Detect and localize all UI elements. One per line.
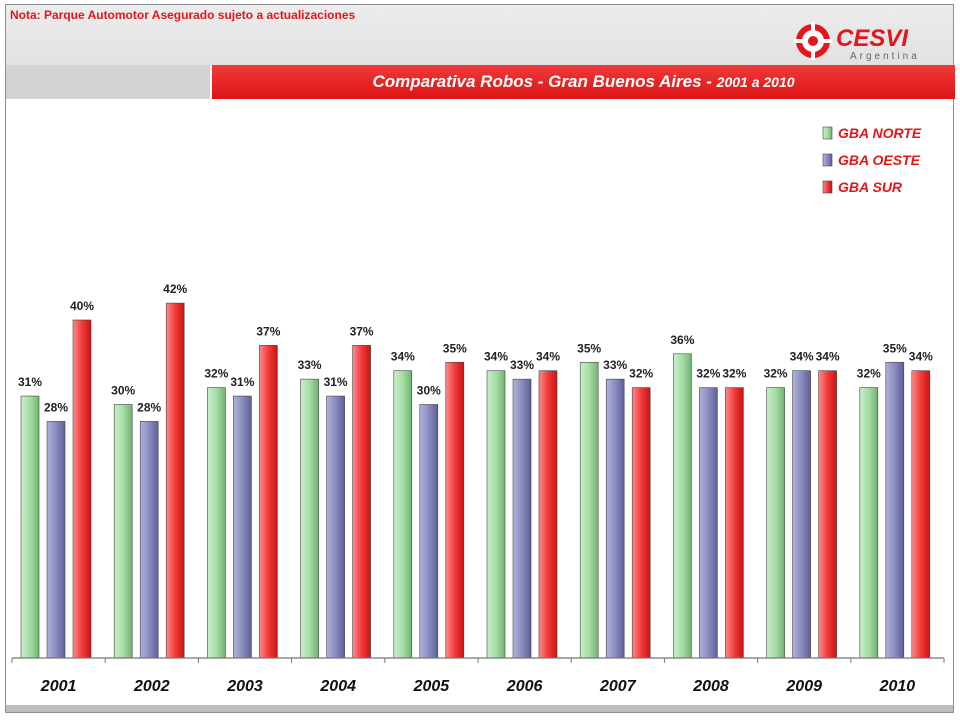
bar-norte-2010 — [859, 387, 879, 659]
bar-oeste-2002 — [139, 421, 159, 659]
slide-frame: Nota: Parque Automotor Asegurado sujeto … — [5, 4, 955, 713]
bar-oeste-2004 — [326, 395, 345, 659]
value-label-oeste-2010: 35% — [883, 341, 907, 355]
bar-norte-2002 — [113, 404, 133, 659]
value-label-sur-2001: 40% — [70, 299, 94, 313]
value-label-oeste-2009: 34% — [790, 350, 814, 364]
x-tick-label-2002: 2002 — [133, 678, 170, 695]
x-tick-label-2010: 2010 — [879, 678, 916, 695]
bar-norte-2006 — [486, 370, 506, 659]
value-label-oeste-2007: 33% — [603, 358, 627, 372]
bar-sur-2005 — [445, 361, 465, 659]
value-label-oeste-2003: 31% — [230, 375, 254, 389]
value-label-oeste-2001: 28% — [44, 400, 68, 414]
logo-emblem-icon — [794, 22, 832, 60]
value-label-sur-2003: 37% — [256, 324, 280, 338]
title-gray-band — [6, 65, 210, 99]
legend-label-norte: GBA NORTE — [838, 125, 922, 141]
value-label-norte-2008: 36% — [670, 333, 694, 347]
value-label-norte-2006: 34% — [484, 350, 508, 364]
bar-norte-2003 — [207, 387, 226, 659]
value-label-oeste-2002: 28% — [137, 400, 161, 414]
bars-group — [20, 302, 931, 659]
bar-norte-2007 — [579, 361, 599, 659]
value-label-norte-2004: 33% — [298, 358, 322, 372]
value-label-sur-2004: 37% — [350, 324, 374, 338]
title-bar: Comparativa Robos - Gran Buenos Aires - … — [212, 65, 955, 99]
x-tick-label-2009: 2009 — [785, 678, 822, 695]
bar-oeste-2005 — [419, 404, 439, 659]
logo-sub: Argentina — [850, 51, 920, 62]
x-tick-label-2008: 2008 — [692, 678, 729, 695]
bar-sur-2001 — [72, 319, 92, 659]
x-tick-label-2001: 2001 — [40, 678, 77, 695]
bar-oeste-2006 — [512, 378, 532, 659]
header-band: Nota: Parque Automotor Asegurado sujeto … — [6, 5, 953, 65]
x-axis: 2001 2002 2003 2004 2005 2006 2007 2008 2009 2010 — [11, 657, 945, 695]
value-label-oeste-2006: 33% — [510, 358, 534, 372]
value-label-sur-2008: 32% — [722, 367, 746, 381]
note-text: Nota: Parque Automotor Asegurado sujeto … — [10, 8, 356, 22]
x-tick-label-2005: 2005 — [413, 678, 451, 695]
bar-sur-2002 — [165, 302, 185, 659]
value-label-norte-2002: 30% — [111, 384, 135, 398]
x-tick-label-2003: 2003 — [226, 678, 263, 695]
value-label-norte-2010: 32% — [857, 367, 881, 381]
bar-sur-2007 — [631, 387, 651, 659]
bar-oeste-2008 — [699, 387, 718, 659]
bar-sur-2008 — [725, 387, 744, 659]
bar-oeste-2010 — [885, 361, 905, 659]
bar-norte-2004 — [300, 378, 319, 659]
x-tick-label-2004: 2004 — [319, 678, 356, 695]
legend-swatch-oeste — [822, 153, 833, 167]
value-label-norte-2003: 32% — [204, 367, 228, 381]
bar-sur-2004 — [352, 345, 371, 659]
value-label-oeste-2005: 30% — [417, 384, 441, 398]
x-tick-label-2007: 2007 — [599, 678, 637, 695]
value-label-sur-2006: 34% — [536, 350, 560, 364]
value-label-oeste-2008: 32% — [696, 367, 720, 381]
bar-sur-2010 — [911, 370, 931, 659]
chart-title-sub: 2001 a 2010 — [716, 74, 795, 90]
value-labels-group: 31%28%40%30%28%42%32%31%37%33%31%37%34%3… — [18, 282, 933, 414]
bar-norte-2009 — [766, 387, 785, 659]
value-label-sur-2007: 32% — [629, 367, 653, 381]
chart-title: Comparativa Robos - Gran Buenos Aires - … — [212, 65, 955, 99]
bar-norte-2005 — [393, 370, 413, 659]
bar-oeste-2001 — [46, 421, 66, 659]
chart-title-main: Comparativa Robos - Gran Buenos Aires - — [372, 72, 712, 91]
bar-norte-2008 — [673, 353, 692, 659]
value-label-norte-2007: 35% — [577, 341, 601, 355]
legend-label-sur: GBA SUR — [838, 179, 903, 195]
value-label-sur-2010: 34% — [909, 350, 933, 364]
bar-norte-2001 — [20, 395, 40, 659]
legend-swatch-norte — [822, 126, 833, 140]
logo-name: CESVI — [836, 25, 909, 52]
legend: GBA NORTE GBA OESTE GBA SUR — [822, 125, 922, 195]
legend-label-oeste: GBA OESTE — [838, 152, 921, 168]
bar-oeste-2009 — [792, 370, 811, 659]
bar-sur-2003 — [259, 345, 278, 659]
value-label-oeste-2004: 31% — [324, 375, 348, 389]
value-label-norte-2001: 31% — [18, 375, 42, 389]
bar-sur-2006 — [538, 370, 558, 659]
value-label-norte-2009: 32% — [764, 367, 788, 381]
cesvi-logo: CESVI Argentina — [794, 22, 920, 62]
value-label-sur-2005: 35% — [443, 341, 467, 355]
bar-sur-2009 — [818, 370, 837, 659]
value-label-sur-2002: 42% — [163, 282, 187, 296]
value-label-norte-2005: 34% — [391, 350, 415, 364]
value-label-sur-2009: 34% — [816, 350, 840, 364]
x-tick-label-2006: 2006 — [506, 678, 543, 695]
legend-swatch-sur — [822, 180, 833, 194]
bar-oeste-2003 — [233, 395, 252, 659]
bottom-bar — [6, 705, 953, 712]
bar-oeste-2007 — [605, 378, 625, 659]
